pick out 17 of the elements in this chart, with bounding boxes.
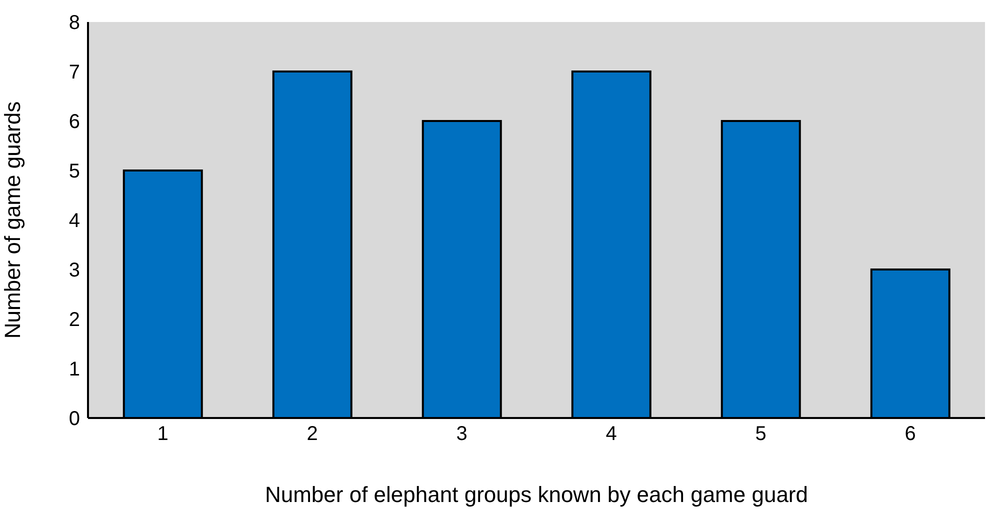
y-tick-label: 2 [68, 309, 80, 332]
x-tick-label: 5 [755, 423, 766, 446]
x-tick-label: 4 [606, 423, 617, 446]
y-tick-label: 3 [68, 260, 80, 282]
y-tick-label: 6 [68, 111, 80, 134]
x-tick-label: 6 [904, 423, 916, 446]
y-tick-label: 8 [68, 12, 80, 34]
x-tick-label: 3 [456, 423, 468, 446]
y-axis-title: Number of game guards [0, 101, 25, 339]
y-tick-label: 0 [68, 408, 80, 430]
y-tick-label: 4 [68, 210, 80, 232]
x-axis-title: Number of elephant groups known by each game guard [264, 482, 808, 507]
y-tick-label: 5 [68, 160, 80, 183]
x-tick-label: 1 [157, 423, 168, 446]
y-tick-label: 1 [68, 358, 80, 381]
x-tick-label: 2 [306, 423, 318, 446]
y-tick-label: 7 [68, 62, 80, 84]
